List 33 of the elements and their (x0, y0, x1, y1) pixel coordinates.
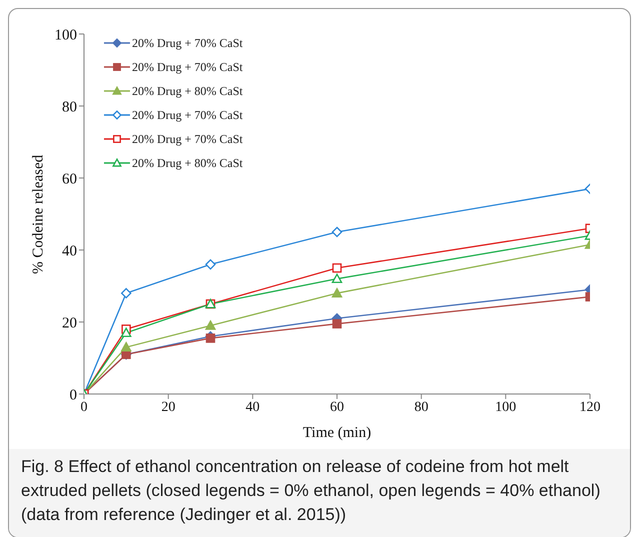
point (332, 263, 342, 273)
legend-label: 20% Drug + 80% CaSt (132, 156, 243, 170)
point (332, 288, 342, 298)
point (332, 226, 342, 238)
point (121, 328, 132, 338)
x-tick-label: 20 (161, 400, 176, 415)
x-tick-label: 0 (80, 400, 88, 415)
caption: Fig. 8 Effect of ethanol concentration on release of codeine from hot melt extruded pellets (closed legends = 0% ethanol, open legends = 40% ethanol) (data from reference (Jedinger et al. 2015)) (9, 449, 630, 537)
y-tick-label: 0 (70, 387, 77, 404)
point (121, 342, 132, 352)
y-tick-label: 20 (62, 315, 77, 332)
y-tick-label: 100 (54, 27, 77, 44)
legend-label: 20% Drug + 70% CaSt (132, 108, 243, 122)
legend-label: 20% Drug + 70% CaSt (132, 132, 243, 146)
point (206, 334, 216, 343)
x-tick-label: 80 (414, 400, 428, 415)
legend-label: 20% Drug + 80% CaSt (132, 84, 243, 98)
y-axis-title: % Codeine released (30, 154, 46, 274)
x-tick-label: 100 (495, 400, 516, 415)
x-axis-title: Time (min) (302, 425, 372, 441)
point (205, 320, 216, 330)
y-tick-label: 60 (62, 171, 77, 188)
x-tick-label: 60 (330, 400, 344, 415)
legend-label: 20% Drug + 70% CaSt (132, 60, 243, 74)
x-tick-label: 120 (580, 400, 600, 415)
point (332, 274, 342, 284)
point (121, 288, 132, 298)
legend-label: 20% Drug + 70% CaSt (132, 36, 243, 50)
y-tick-label: 40 (62, 243, 77, 260)
point (332, 319, 342, 328)
y-tick-label: 80 (62, 99, 77, 116)
point (205, 259, 216, 270)
x-tick-label: 40 (246, 400, 260, 415)
